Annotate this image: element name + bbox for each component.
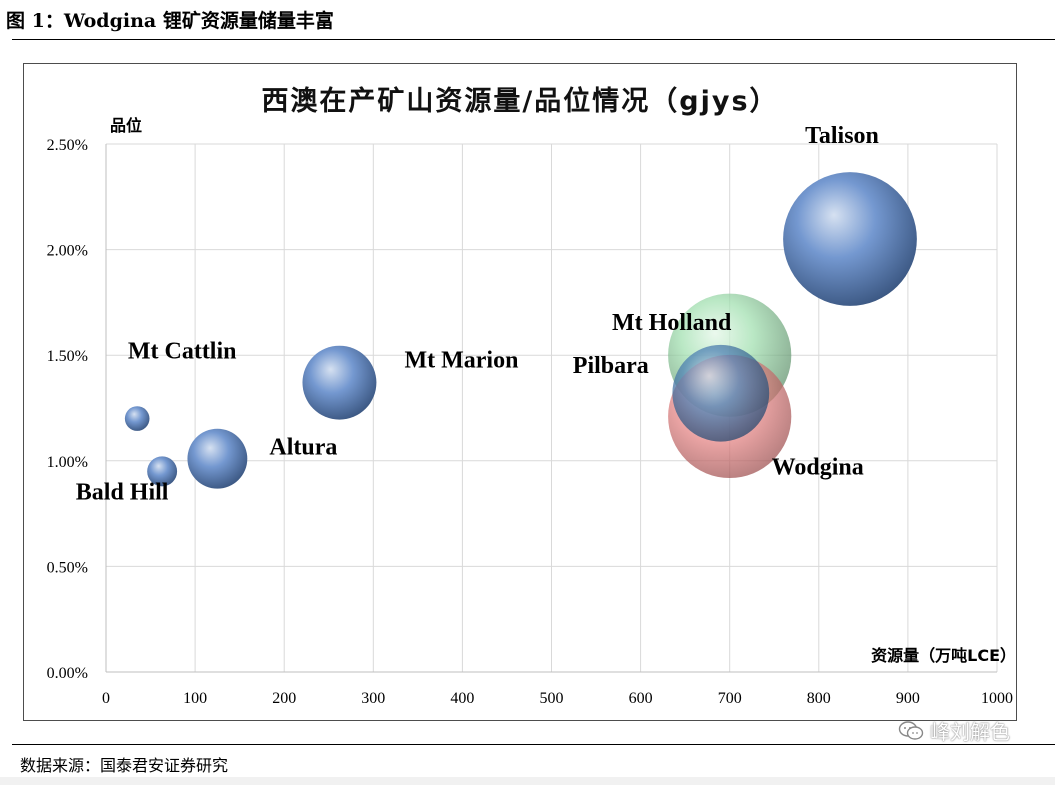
- data-label-wodgina: Wodgina: [772, 454, 864, 480]
- chart-title: 西澳在产矿山资源量/品位情况（gjys）: [261, 85, 778, 117]
- x-tick-label: 700: [718, 690, 742, 707]
- source-note: 数据来源：国泰君安证券研究: [20, 756, 229, 775]
- figure-caption: 图 1：Wodgina 锂矿资源量储量丰富: [6, 10, 334, 32]
- bubble-altura: [187, 428, 248, 489]
- x-tick-label: 400: [450, 690, 474, 707]
- bottom-rule: [12, 744, 1055, 745]
- watermark-text: 峰刘解色: [930, 720, 1010, 744]
- bubble-bald-hill: [147, 456, 178, 487]
- data-label-pilbara: Pilbara: [573, 353, 649, 379]
- watermark: 峰刘解色: [898, 716, 1010, 745]
- y-tick-label: 2.50%: [47, 137, 88, 154]
- x-tick-label: 200: [272, 690, 296, 707]
- footer-bar: [0, 777, 1055, 785]
- data-label-bald-hill: Bald Hill: [76, 479, 169, 505]
- data-label-mt-holland: Mt Holland: [612, 310, 732, 336]
- data-label-mt-cattlin: Mt Cattlin: [128, 339, 237, 365]
- x-tick-label: 100: [183, 690, 207, 707]
- bubble-pilbara: [672, 344, 770, 442]
- y-axis-label: 品位: [110, 116, 142, 135]
- x-tick-label: 600: [629, 690, 653, 707]
- x-tick-label: 500: [540, 690, 564, 707]
- x-tick-label: 0: [102, 690, 110, 707]
- x-axis-label: 资源量（万吨LCE）: [871, 646, 1016, 665]
- data-label-talison: Talison: [805, 123, 879, 149]
- y-tick-label: 2.00%: [47, 243, 88, 260]
- bubble-mt-marion: [302, 345, 377, 420]
- y-tick-label: 0.00%: [47, 665, 88, 682]
- x-tick-label: 1000: [981, 690, 1013, 707]
- x-tick-label: 300: [361, 690, 385, 707]
- x-tick-label: 900: [896, 690, 920, 707]
- data-label-altura: Altura: [269, 435, 337, 461]
- data-label-mt-marion: Mt Marion: [404, 348, 518, 374]
- bubble-chart: 0 100 200 300 400 500 600 700 800 900 1000 0.00% 0.5…: [47, 85, 1016, 707]
- y-tick-label: 0.50%: [47, 559, 88, 576]
- wechat-icon: [898, 720, 924, 740]
- bubble-mt-cattlin: [124, 406, 150, 431]
- chart-area: 0 100 200 300 400 500 600 700 800 900 1000 0.00% 0.5…: [23, 63, 1017, 721]
- y-tick-label: 1.00%: [47, 454, 88, 471]
- y-tick-label: 1.50%: [47, 348, 88, 365]
- x-tick-label: 800: [807, 690, 831, 707]
- top-rule: [12, 39, 1055, 40]
- bubble-talison: [783, 172, 917, 306]
